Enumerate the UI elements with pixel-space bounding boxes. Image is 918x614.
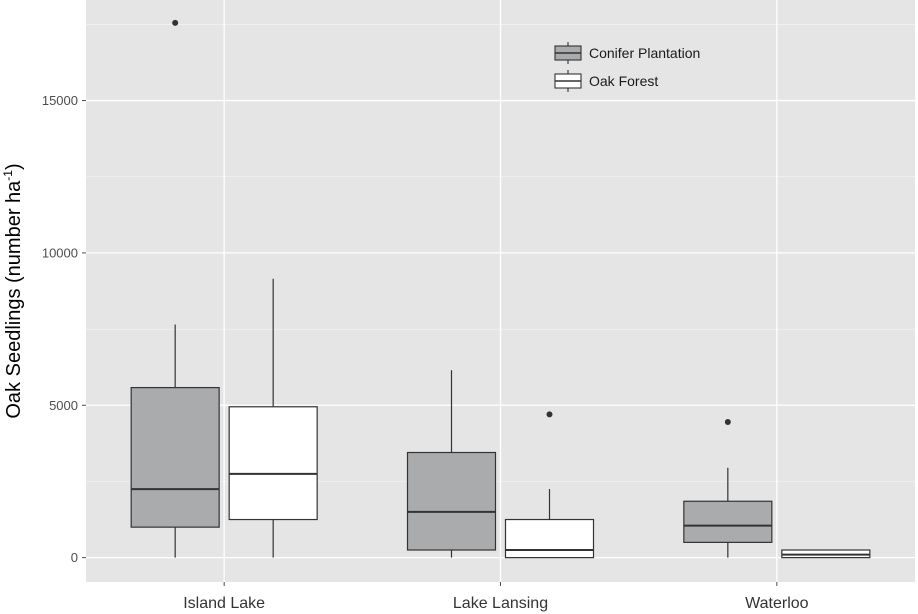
legend-item-0: Conifer Plantation bbox=[554, 42, 700, 64]
outlier-point bbox=[172, 19, 179, 26]
y-axis-ticks: 0 5000 10000 15000 bbox=[42, 93, 86, 565]
x-tick-label: Island Lake bbox=[183, 595, 265, 612]
box-oak-2 bbox=[781, 549, 871, 559]
y-axis-title: Oak Seedlings (number ha-1) bbox=[1, 163, 25, 418]
legend: Conifer Plantation Oak Forest bbox=[554, 42, 700, 92]
box-iqr bbox=[406, 451, 497, 551]
y-tick-label: 10000 bbox=[42, 245, 78, 260]
box-conifer-1 bbox=[406, 370, 497, 558]
y-tick-label: 15000 bbox=[42, 93, 78, 108]
legend-label: Oak Forest bbox=[589, 73, 658, 89]
y-tick-label: 5000 bbox=[49, 398, 78, 413]
x-tick-label: Lake Lansing bbox=[453, 595, 548, 612]
outlier-point bbox=[546, 411, 553, 418]
box-iqr bbox=[130, 386, 220, 528]
x-axis-ticks: Island Lake Lake Lansing Waterloo bbox=[183, 582, 809, 612]
legend-item-1: Oak Forest bbox=[554, 70, 658, 92]
outlier-point bbox=[724, 419, 731, 426]
legend-label: Conifer Plantation bbox=[589, 45, 700, 61]
box-conifer-2 bbox=[683, 419, 773, 558]
gridlines bbox=[86, 0, 915, 582]
box-series bbox=[130, 19, 871, 559]
box-iqr bbox=[504, 518, 595, 559]
box-conifer-0 bbox=[130, 19, 220, 558]
box-oak-1 bbox=[504, 411, 595, 559]
box-iqr bbox=[683, 500, 773, 543]
box-iqr bbox=[228, 406, 318, 521]
y-tick-label: 0 bbox=[71, 550, 78, 565]
y-axis-title-suffix: ) bbox=[3, 163, 25, 170]
box-oak-0 bbox=[228, 278, 318, 558]
y-axis-title-superscript: -1 bbox=[1, 170, 15, 181]
x-tick-label: Waterloo bbox=[745, 595, 809, 612]
